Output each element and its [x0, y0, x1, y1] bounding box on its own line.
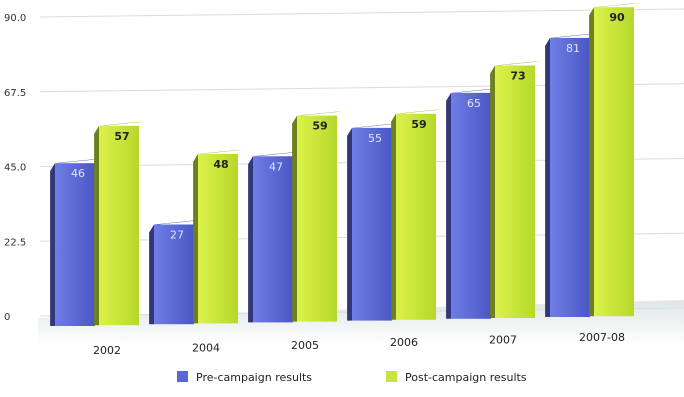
bar-post-2002	[94, 121, 143, 326]
x-tick-label: 2004	[192, 341, 220, 354]
data-label: 59	[411, 118, 426, 131]
data-label: 90	[609, 11, 625, 24]
bar-post-2007	[490, 61, 539, 318]
y-tick-label: 67.5	[4, 88, 26, 99]
y-tick-label: 90.0	[4, 13, 26, 24]
gridline	[39, 8, 684, 18]
data-label: 46	[71, 167, 85, 180]
bar-post-2007-08	[589, 3, 638, 317]
data-label: 81	[566, 42, 580, 55]
x-tick-label: 2002	[93, 344, 121, 357]
bars-layer: 46 57 27 48 47 59 55 59 65 73 81 90	[50, 3, 638, 326]
data-label: 47	[269, 160, 283, 173]
y-tick-label: 45.0	[4, 163, 26, 174]
bar-post-2006	[391, 109, 440, 320]
bar-pre-2004	[149, 220, 198, 325]
y-tick-label: 22.5	[4, 237, 26, 248]
legend-item: Post-campaign results	[386, 371, 527, 384]
y-tick-label: 0	[4, 312, 10, 323]
bar-pre-2007-08	[545, 33, 594, 318]
legend-swatch	[177, 371, 188, 382]
bar-pre-2006	[347, 123, 396, 321]
legend-label: Post-campaign results	[405, 371, 527, 384]
legend-item: Pre-campaign results	[177, 371, 312, 384]
legend-label: Pre-campaign results	[196, 371, 312, 384]
bar-post-2004	[193, 149, 242, 324]
x-tick-label: 2007-08	[579, 331, 625, 344]
y-axis: 90.0 67.5 45.0 22.5 0	[4, 13, 26, 323]
bar-pre-2005	[248, 152, 297, 323]
data-label: 59	[312, 120, 327, 133]
data-label: 55	[368, 132, 382, 145]
data-label: 48	[213, 158, 228, 171]
data-label: 27	[170, 229, 184, 242]
data-label: 73	[510, 69, 525, 82]
bar-post-2005	[292, 111, 341, 322]
x-axis: 2002 2004 2005 2006 2007 2007-08	[93, 331, 625, 357]
legend: Pre-campaign results Post-campaign result…	[177, 371, 527, 384]
data-label: 65	[467, 97, 481, 110]
x-tick-label: 2006	[390, 336, 418, 349]
data-label: 57	[114, 130, 129, 143]
bar-pre-2007	[446, 88, 495, 319]
bar-pre-2002	[50, 159, 99, 326]
x-tick-label: 2005	[291, 339, 319, 352]
legend-swatch	[386, 371, 397, 382]
x-tick-label: 2007	[489, 334, 517, 347]
